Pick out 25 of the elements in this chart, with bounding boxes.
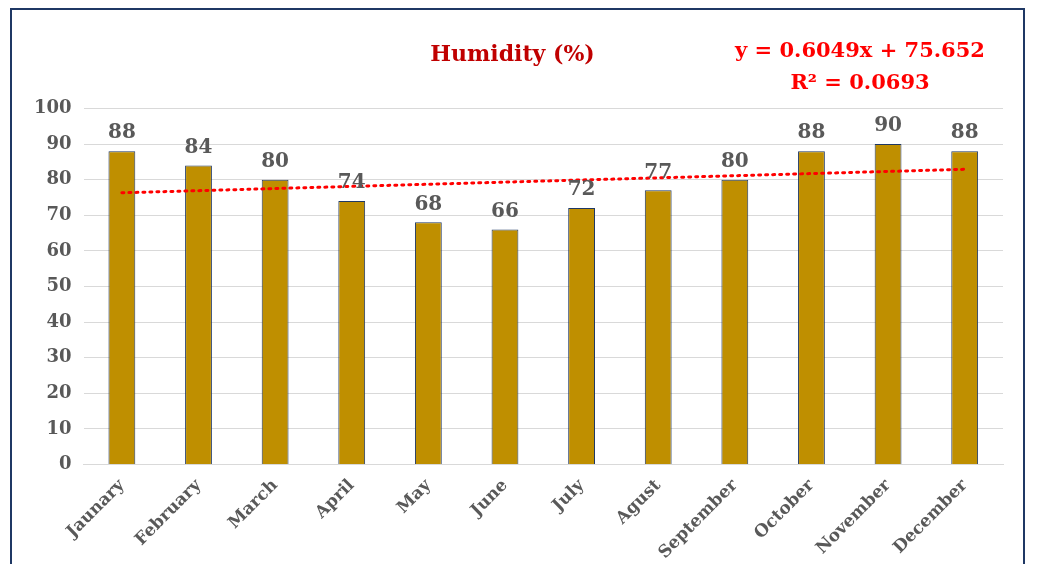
data-label: 77 [644, 158, 673, 183]
y-tick-label: 20 [46, 380, 72, 402]
data-label: 68 [414, 190, 443, 215]
data-label: 90 [874, 112, 902, 137]
text: y = 0.6049x + 75.652 [734, 37, 985, 63]
y-tick-label: 10 [46, 416, 72, 438]
chart-title: Humidity (%) [430, 39, 595, 66]
text: R² = 0.0693 [790, 69, 930, 95]
y-tick-label: 0 [59, 452, 72, 474]
y-tick-label: 40 [46, 309, 72, 331]
data-label: 88 [950, 119, 979, 144]
data-label: 72 [567, 176, 596, 201]
y-tick-label: 30 [46, 345, 72, 367]
data-label: 84 [184, 133, 213, 158]
y-tick-label: 80 [46, 167, 72, 189]
data-label: 88 [797, 119, 826, 144]
y-tick-label: 70 [46, 202, 72, 224]
data-label: 66 [491, 197, 519, 222]
data-label: 80 [720, 147, 749, 172]
y-tick-label: 60 [46, 238, 72, 260]
y-tick-label: 50 [46, 274, 72, 296]
data-label: 80 [261, 147, 290, 172]
y-tick-label: 100 [34, 96, 72, 118]
y-tick-label: 90 [46, 131, 72, 153]
data-label: 88 [107, 119, 136, 144]
